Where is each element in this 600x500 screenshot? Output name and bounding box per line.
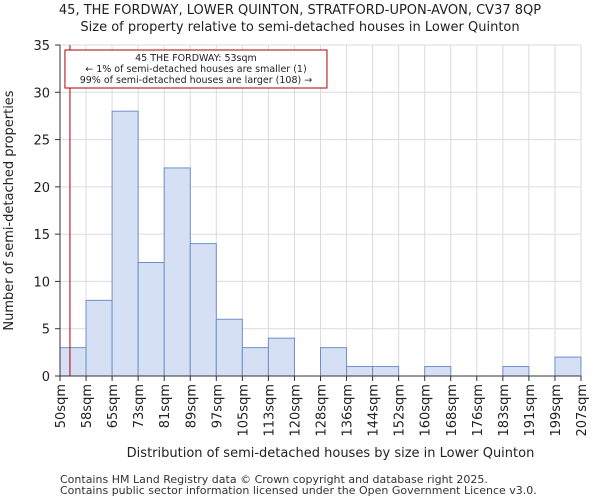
histogram-bar	[320, 347, 348, 377]
x-tick-label: 168sqm	[445, 384, 460, 437]
annotation-text: 45 THE FORDWAY: 53sqm	[135, 53, 257, 64]
annotation-box	[64, 49, 328, 89]
x-tick-label: 50sqm	[54, 384, 69, 428]
annotation-text: 99% of semi-detached houses are larger (…	[80, 75, 313, 86]
x-tick-label: 144sqm	[367, 384, 382, 437]
histogram-bar	[554, 356, 582, 377]
x-axis-title: Distribution of semi-detached houses by …	[127, 446, 535, 461]
histogram-bar	[59, 347, 87, 377]
x-tick-label: 136sqm	[341, 384, 356, 437]
x-tick-label: 176sqm	[471, 384, 486, 437]
y-tick-label: 20	[33, 181, 50, 196]
y-tick-label: 25	[33, 134, 50, 149]
x-tick-label: 128sqm	[315, 384, 330, 437]
y-tick-label: 35	[33, 39, 50, 54]
y-tick-label: 15	[33, 228, 50, 243]
x-tick-label: 160sqm	[419, 384, 434, 437]
histogram-bar	[424, 366, 452, 377]
y-tick-label: 0	[42, 370, 50, 385]
histogram-bar	[346, 366, 374, 377]
histogram-bar	[163, 167, 191, 377]
chart-title-line2: Size of property relative to semi-detach…	[80, 20, 520, 35]
y-tick-label: 30	[33, 86, 50, 101]
x-tick-label: 199sqm	[549, 384, 564, 437]
histogram-bar	[502, 366, 530, 377]
histogram-bar	[215, 318, 243, 377]
histogram-bar	[372, 366, 400, 377]
x-tick-label: 191sqm	[523, 384, 538, 437]
x-tick-label: 89sqm	[184, 384, 199, 428]
x-tick-label: 58sqm	[80, 384, 95, 428]
x-tick-label: 97sqm	[210, 384, 225, 428]
histogram-bar	[137, 262, 165, 377]
y-tick-label: 10	[33, 275, 50, 290]
histogram-bar	[85, 299, 113, 377]
annotation-text: ← 1% of semi-detached houses are smaller…	[85, 64, 306, 75]
x-tick-label: 73sqm	[132, 384, 147, 428]
footer-licence: Contains public sector information licen…	[60, 484, 537, 497]
y-axis-title: Number of semi-detached properties	[2, 90, 17, 330]
y-tick-label: 5	[42, 323, 50, 338]
x-tick-label: 183sqm	[497, 384, 512, 437]
footer-copyright: Contains HM Land Registry data © Crown c…	[60, 473, 488, 486]
histogram-bar	[111, 110, 139, 377]
x-tick-label: 81sqm	[158, 384, 173, 428]
histogram-bar	[189, 243, 217, 377]
x-tick-label: 65sqm	[106, 384, 121, 428]
chart-title-line1: 45, THE FORDWAY, LOWER QUINTON, STRATFOR…	[58, 3, 542, 18]
x-tick-label: 120sqm	[288, 384, 303, 437]
histogram-bar	[267, 337, 295, 377]
x-tick-label: 113sqm	[262, 384, 277, 437]
x-tick-label: 207sqm	[575, 384, 590, 437]
x-tick-label: 105sqm	[236, 384, 251, 437]
histogram-bar	[241, 347, 269, 377]
x-tick-label: 152sqm	[393, 384, 408, 437]
